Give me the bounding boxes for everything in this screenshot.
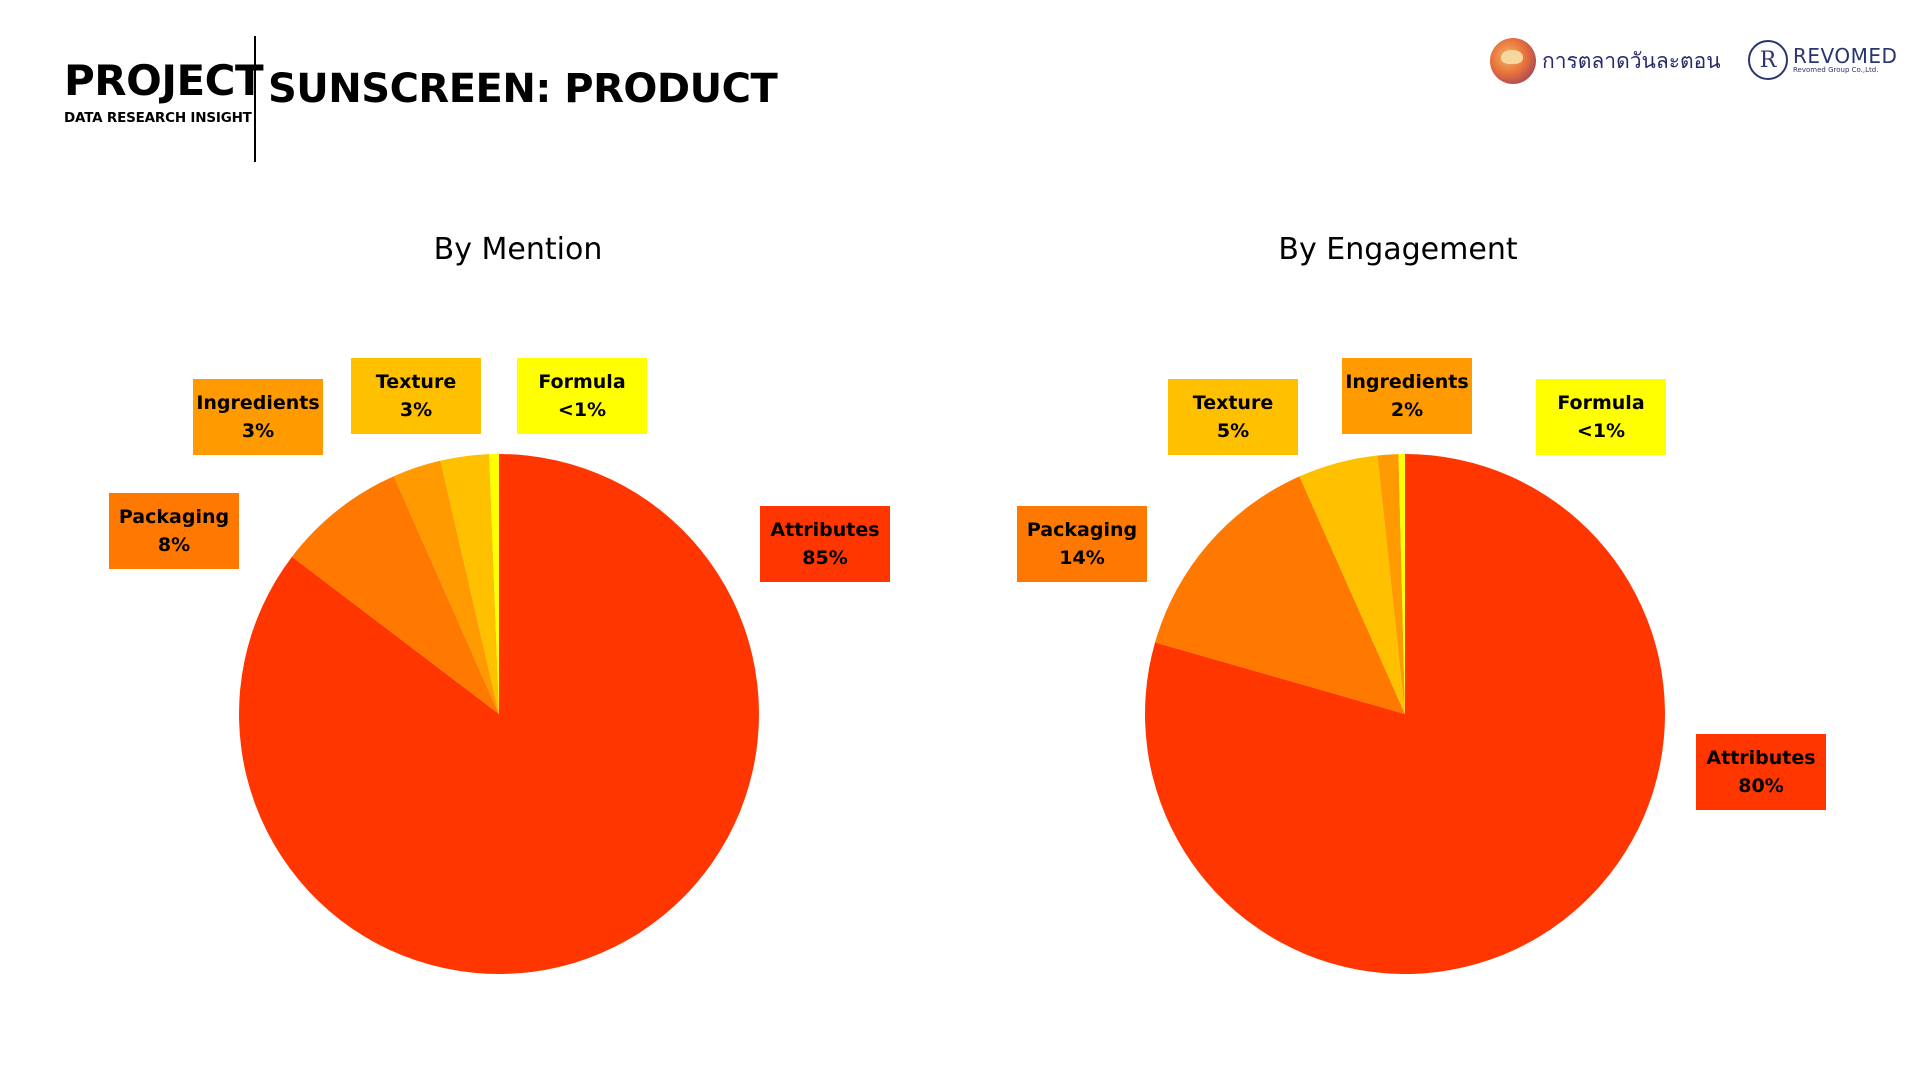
- callout-label: Ingredients: [1345, 370, 1469, 393]
- callout-value: 14%: [1059, 547, 1105, 569]
- callout-attributes: Attributes 85%: [760, 506, 890, 582]
- callout-value: 3%: [399, 399, 433, 421]
- callout-value: 80%: [1738, 775, 1784, 797]
- callout-label: Attributes: [1706, 746, 1816, 769]
- header-divider: [254, 36, 256, 162]
- callout-packaging: Packaging 8%: [109, 493, 239, 569]
- pie-slice-texture: [1299, 455, 1405, 714]
- callout-formula: Formula <1%: [517, 358, 647, 434]
- callout-label: Texture: [1192, 391, 1274, 414]
- pie-slice-formula: [489, 454, 499, 714]
- pie-slice-ingredients: [393, 460, 499, 714]
- callout-label: Packaging: [1026, 518, 1138, 541]
- brand-title: PROJECT: [64, 56, 264, 105]
- pie-chart-engagement: [1145, 454, 1665, 974]
- callout-value: 2%: [1390, 399, 1424, 421]
- pie-slice-packaging: [1155, 476, 1405, 714]
- partner-logo-icon: [1490, 38, 1536, 84]
- callout-texture: Texture 3%: [351, 358, 481, 434]
- partner-logo: การตลาดวันละตอน: [1490, 38, 1721, 84]
- callout-label: Formula: [538, 370, 626, 393]
- callout-packaging: Packaging 14%: [1017, 506, 1147, 582]
- callout-label: Ingredients: [196, 391, 320, 414]
- callout-value: <1%: [1576, 420, 1626, 442]
- chart-title-engagement: By Engagement: [1278, 232, 1518, 267]
- pie-slice-ingredients: [1377, 454, 1405, 714]
- callout-label: Attributes: [770, 518, 880, 541]
- brand-block: PROJECT DATA RESEARCH INSIGHT: [64, 56, 264, 127]
- callout-value: 3%: [241, 420, 275, 442]
- callout-attributes: Attributes 80%: [1696, 734, 1826, 810]
- pie-slice-packaging: [291, 476, 499, 714]
- company-logo-name: REVOMED: [1793, 43, 1898, 68]
- brand-subtitle: DATA RESEARCH INSIGHT: [64, 110, 252, 126]
- pie-slice-texture: [440, 454, 499, 714]
- callout-texture: Texture 5%: [1168, 379, 1298, 455]
- callout-label: Packaging: [118, 505, 230, 528]
- company-logo-tagline: Revomed Group Co.,Ltd.: [1793, 65, 1879, 74]
- callout-formula: Formula <1%: [1536, 379, 1666, 455]
- pie-chart-mention: [238, 454, 759, 975]
- callout-value: 85%: [802, 547, 848, 569]
- callout-ingredients: Ingredients 3%: [193, 379, 323, 455]
- callout-value: 8%: [157, 534, 191, 556]
- company-seal-icon: R: [1748, 40, 1788, 80]
- chart-title-mention: By Mention: [433, 232, 603, 267]
- callout-value: 5%: [1216, 420, 1250, 442]
- callout-label: Texture: [375, 370, 457, 393]
- callout-label: Formula: [1557, 391, 1645, 414]
- pie-slice-attributes: [238, 454, 759, 975]
- page-title: SUNSCREEN: PRODUCT: [268, 66, 778, 112]
- pie-slice-formula: [1398, 454, 1405, 714]
- callout-value: <1%: [557, 399, 607, 421]
- company-logo: R REVOMED Revomed Group Co.,Ltd.: [1748, 40, 1897, 80]
- partner-logo-text: การตลาดวันละตอน: [1542, 48, 1721, 73]
- callout-ingredients: Ingredients 2%: [1342, 358, 1472, 434]
